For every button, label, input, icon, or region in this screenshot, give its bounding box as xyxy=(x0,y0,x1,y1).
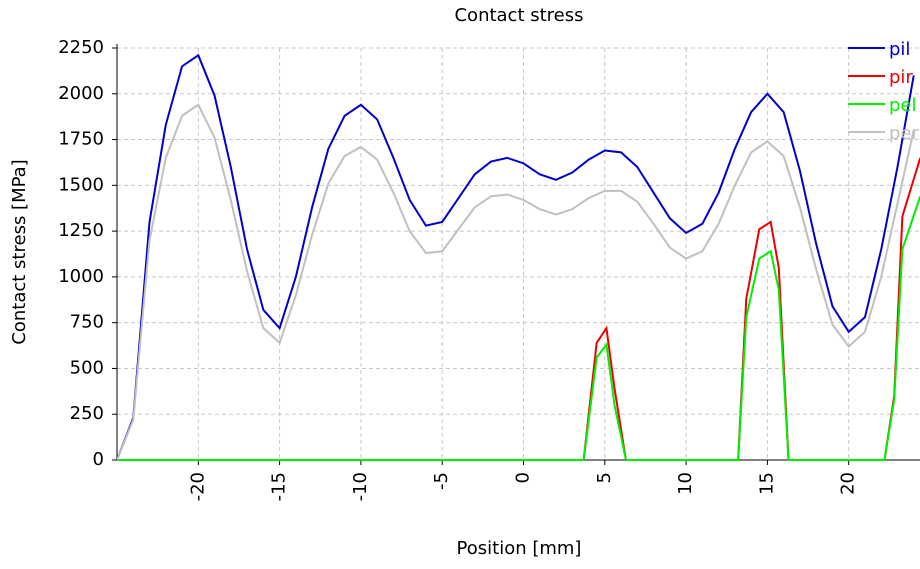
y-tick-label: 2000 xyxy=(58,83,104,104)
y-tick-label: 1750 xyxy=(58,129,104,150)
y-tick-label: 2250 xyxy=(58,37,104,58)
grid: 0 250 500 750 1000 1250 1500 1750 2000 2250 -20 -15… xyxy=(58,37,920,501)
x-tick-label: 20 xyxy=(838,472,859,495)
x-tick-label: 15 xyxy=(756,472,777,495)
legend-label: pel xyxy=(889,95,917,116)
series-line xyxy=(117,53,915,461)
plot-area xyxy=(117,53,920,461)
y-tick-label: 1250 xyxy=(58,220,104,241)
x-axis-label: Position [mm] xyxy=(457,538,582,559)
series-line xyxy=(117,196,920,461)
y-tick-label: 1500 xyxy=(58,174,104,195)
y-tick-label: 0 xyxy=(93,449,104,470)
series-line xyxy=(117,103,915,461)
x-tick-label: -20 xyxy=(187,472,208,501)
legend-label: pir xyxy=(889,67,913,88)
chart-title: Contact stress xyxy=(454,5,583,26)
y-tick-label: 250 xyxy=(70,403,104,424)
legend-label: per xyxy=(889,123,920,144)
x-tick-label: 5 xyxy=(594,472,615,483)
x-tick-label: -5 xyxy=(431,472,452,490)
y-tick-label: 500 xyxy=(70,357,104,378)
y-tick-label: 1000 xyxy=(58,266,104,287)
legend: pil pir pel per xyxy=(848,39,920,144)
legend-label: pil xyxy=(889,39,910,60)
y-axis-label: Contact stress [MPa] xyxy=(9,159,30,344)
x-tick-label: -10 xyxy=(350,472,371,501)
x-tick-label: 0 xyxy=(513,472,534,483)
x-tick-label: -15 xyxy=(269,472,290,501)
y-tick-label: 750 xyxy=(70,312,104,333)
x-tick-label: 10 xyxy=(675,472,696,495)
